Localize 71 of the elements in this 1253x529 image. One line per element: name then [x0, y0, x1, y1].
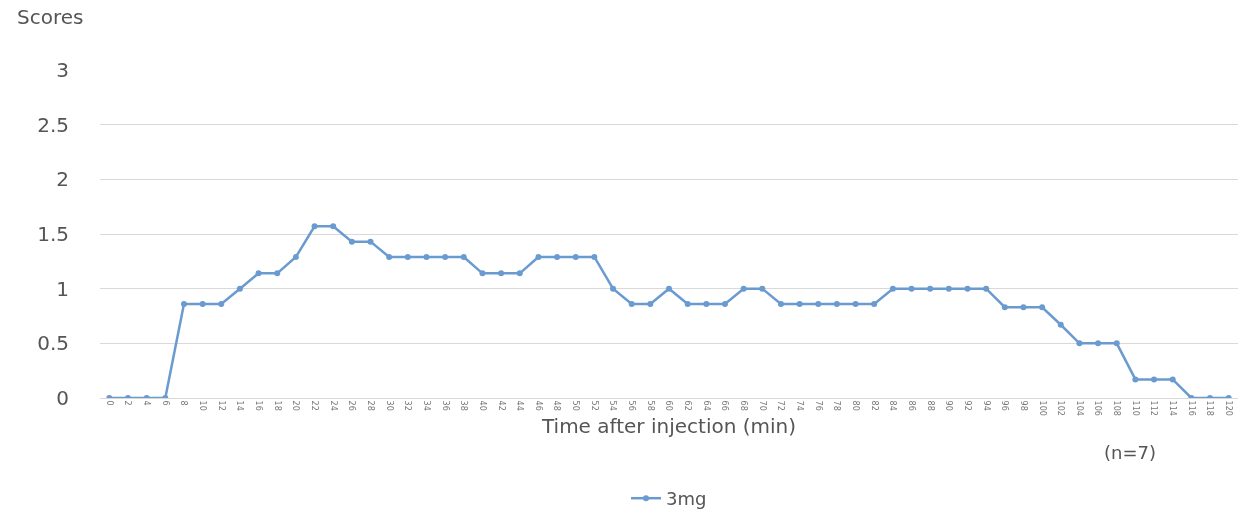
x-tick-label: 38 [459, 400, 469, 411]
x-tick-label: 70 [757, 400, 767, 411]
x-tick-label: 106 [1093, 400, 1103, 416]
x-tick-label: 88 [925, 400, 935, 411]
x-tick-label: 30 [384, 400, 394, 411]
x-tick-label: 12 [216, 400, 226, 411]
x-tick-label: 22 [309, 400, 319, 411]
x-tick-label: 26 [347, 400, 357, 411]
x-tick-label: 34 [421, 400, 431, 411]
y-tick-label: 1.5 [37, 222, 69, 246]
x-tick-label: 82 [869, 400, 879, 411]
x-tick-label: 114 [1168, 400, 1178, 416]
x-tick-label: 108 [1112, 400, 1122, 416]
x-tick-label: 44 [515, 400, 525, 411]
x-tick-label: 60 [664, 400, 674, 411]
x-tick-label: 40 [477, 400, 487, 411]
x-tick-label: 86 [906, 400, 916, 411]
x-tick-label: 66 [720, 400, 730, 411]
x-tick-label: 4 [142, 400, 152, 406]
x-tick-label: 104 [1074, 400, 1084, 416]
x-tick-label: 110 [1130, 400, 1140, 416]
x-tick-label: 118 [1205, 400, 1215, 416]
x-tick-label: 0 [104, 400, 114, 406]
x-tick-label: 24 [328, 400, 338, 411]
x-tick-label: 36 [440, 400, 450, 411]
x-tick-label: 6 [160, 400, 170, 406]
x-tick-label: 80 [850, 400, 860, 411]
x-tick-label: 96 [1000, 400, 1010, 411]
y-tick-label: 0.5 [37, 331, 69, 356]
x-tick-label: 2 [123, 400, 133, 406]
text: (n=7) [1104, 442, 1156, 463]
x-tick-label: 42 [496, 400, 506, 411]
x-tick-label: 64 [701, 400, 711, 411]
x-tick-label: 56 [627, 400, 637, 411]
y-tick-label: 1 [56, 276, 69, 301]
x-tick-label: 100 [1037, 400, 1047, 416]
x-axis-title: Time after injection (min) [540, 414, 797, 439]
y-tick-label: 2 [56, 167, 69, 192]
x-tick-label: 54 [608, 400, 618, 411]
legend-label: 3mg [666, 488, 707, 510]
y-tick-label: 3 [56, 58, 69, 82]
x-tick-label: 48 [552, 400, 562, 411]
x-tick-label: 14 [235, 400, 245, 411]
x-tick-label: 120 [1224, 400, 1234, 416]
x-tick-label: 8 [179, 400, 189, 406]
x-tick-label: 92 [962, 400, 972, 411]
x-tick-label: 32 [403, 400, 413, 411]
x-tick-label: 102 [1056, 400, 1066, 416]
x-tick-label: 84 [888, 400, 898, 411]
x-tick-label: 72 [776, 400, 786, 411]
x-tick-label: 16 [253, 400, 263, 411]
x-tick-label: 10 [198, 400, 208, 411]
x-tick-label: 58 [645, 400, 655, 411]
x-tick-label: 50 [571, 400, 581, 411]
y-axis-title: Scores [17, 5, 84, 29]
x-tick-label: 20 [291, 400, 301, 411]
x-tick-label: 46 [533, 400, 543, 411]
x-tick-label: 94 [981, 400, 991, 411]
x-tick-label: 78 [832, 400, 842, 411]
x-tick-label: 76 [813, 400, 823, 411]
x-tick-label: 74 [794, 400, 804, 411]
x-tick-label: 90 [944, 400, 954, 411]
y-tick-label: 2.5 [37, 112, 69, 137]
x-tick-label: 116 [1186, 400, 1196, 416]
x-tick-label: 52 [589, 400, 599, 411]
x-tick-label: 18 [272, 400, 282, 411]
x-tick-label: 98 [1018, 400, 1028, 411]
x-tick-label: 62 [683, 400, 693, 411]
x-tick-label: 68 [739, 400, 749, 411]
x-tick-label: 28 [365, 400, 375, 411]
x-tick-label: 112 [1149, 400, 1159, 416]
